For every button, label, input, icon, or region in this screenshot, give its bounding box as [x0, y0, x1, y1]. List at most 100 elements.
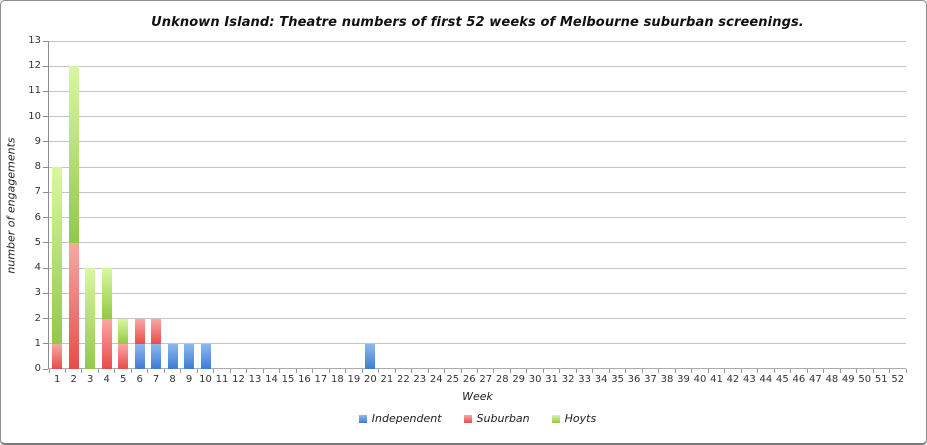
legend-label: Suburban — [476, 412, 530, 425]
x-tick-label: 51 — [874, 374, 888, 385]
y-tick-label: 6 — [34, 211, 41, 223]
gridline-y-12 — [49, 65, 906, 67]
x-tick-label: 27 — [479, 374, 493, 385]
y-tick-label: 0 — [34, 363, 41, 374]
chart-title: Unknown Island: Theatre numbers of first… — [151, 15, 804, 30]
x-tick-6 — [147, 369, 149, 373]
x-tick-label: 29 — [512, 374, 526, 385]
x-tick-34 — [608, 369, 610, 373]
gridline-y-1 — [49, 343, 906, 345]
gridline-y-9 — [49, 141, 906, 143]
x-tick-label: 10 — [199, 374, 212, 385]
gridline-y-3 — [49, 292, 906, 294]
gridline-y-10 — [49, 116, 906, 118]
x-tick-label: 41 — [710, 374, 723, 385]
x-tick-47 — [823, 369, 825, 373]
legend-swatch-independent — [358, 414, 367, 423]
bar-hoyts-week-4 — [101, 268, 112, 319]
x-tick-label: 11 — [215, 374, 229, 385]
x-tick-15 — [295, 369, 297, 373]
y-tick-8 — [43, 166, 48, 168]
bar-suburban-week-5 — [118, 343, 129, 369]
y-tick-12 — [43, 65, 48, 67]
x-tick-27 — [493, 369, 495, 373]
x-tick-21 — [394, 369, 396, 373]
x-tick-18 — [345, 369, 347, 373]
x-tick-label: 46 — [792, 374, 806, 385]
bar-suburban-week-7 — [151, 318, 162, 344]
x-tick-label: 17 — [314, 374, 328, 385]
bar-independent-week-6 — [134, 343, 145, 369]
x-tick-24 — [444, 369, 446, 373]
x-tick-label: 21 — [380, 374, 394, 385]
x-tick-label: 9 — [185, 374, 193, 385]
x-tick-label: 15 — [281, 374, 295, 385]
bar-suburban-week-2 — [68, 242, 79, 369]
bar-independent-week-8 — [167, 343, 178, 369]
x-tick-22 — [411, 369, 413, 373]
x-tick-label: 52 — [891, 374, 905, 385]
y-tick-9 — [43, 141, 48, 143]
y-axis-title: number of engagements — [4, 137, 18, 274]
legend-label: Hoyts — [564, 412, 597, 425]
x-tick-50 — [872, 369, 874, 373]
legend-item-independent: Independent — [358, 412, 442, 425]
x-tick-0 — [48, 369, 50, 373]
x-tick-35 — [625, 369, 627, 373]
x-tick-label: 31 — [545, 374, 559, 385]
y-tick-10 — [43, 116, 48, 118]
x-tick-label: 45 — [776, 374, 789, 385]
y-tick-label: 13 — [28, 35, 41, 46]
x-tick-label: 2 — [70, 374, 77, 385]
x-tick-31 — [559, 369, 561, 373]
x-tick-label: 36 — [627, 374, 641, 385]
y-tick-label: 12 — [28, 60, 41, 72]
y-tick-label: 7 — [34, 186, 41, 198]
x-tick-26 — [477, 369, 478, 373]
bar-hoyts-week-1 — [52, 167, 63, 344]
x-tick-41 — [724, 369, 726, 373]
y-tick-label: 11 — [28, 85, 41, 97]
x-tick-label: 1 — [54, 374, 61, 385]
x-tick-44 — [773, 369, 775, 373]
y-tick-6 — [43, 217, 48, 219]
x-tick-51 — [889, 369, 891, 373]
x-tick-42 — [740, 369, 742, 373]
y-tick-5 — [43, 242, 48, 244]
x-tick-32 — [575, 369, 577, 373]
gridline-y-2 — [49, 318, 906, 320]
x-tick-30 — [542, 369, 544, 373]
x-tick-label: 24 — [429, 374, 443, 385]
x-tick-37 — [658, 369, 660, 373]
x-tick-49 — [856, 369, 858, 373]
x-tick-4 — [114, 369, 116, 373]
y-tick-1 — [43, 343, 48, 345]
x-tick-label: 26 — [462, 374, 476, 385]
y-tick-13 — [43, 40, 48, 42]
bar-independent-week-7 — [151, 343, 162, 369]
x-tick-label: 13 — [248, 374, 262, 385]
x-tick-38 — [674, 369, 676, 373]
x-tick-52 — [905, 369, 907, 373]
x-tick-label: 12 — [232, 374, 245, 385]
gridline-y-6 — [49, 217, 906, 219]
x-tick-48 — [839, 369, 841, 373]
x-tick-label: 32 — [561, 374, 575, 385]
gridline-y-8 — [49, 166, 906, 168]
x-tick-label: 3 — [87, 374, 94, 385]
y-tick-label: 8 — [34, 161, 41, 173]
x-tick-20 — [378, 369, 380, 373]
y-tick-4 — [43, 267, 48, 269]
x-tick-3 — [97, 369, 99, 373]
x-tick-13 — [262, 369, 264, 373]
x-tick-label: 50 — [858, 374, 872, 385]
plot-area — [43, 40, 907, 373]
x-tick-label: 4 — [103, 374, 110, 385]
x-tick-label: 42 — [726, 374, 740, 385]
x-tick-36 — [641, 369, 643, 373]
x-tick-10 — [213, 369, 215, 373]
x-tick-label: 40 — [693, 374, 707, 385]
y-tick-label: 1 — [34, 337, 41, 349]
bar-independent-week-20 — [365, 343, 376, 369]
gridline-y-7 — [49, 191, 906, 193]
